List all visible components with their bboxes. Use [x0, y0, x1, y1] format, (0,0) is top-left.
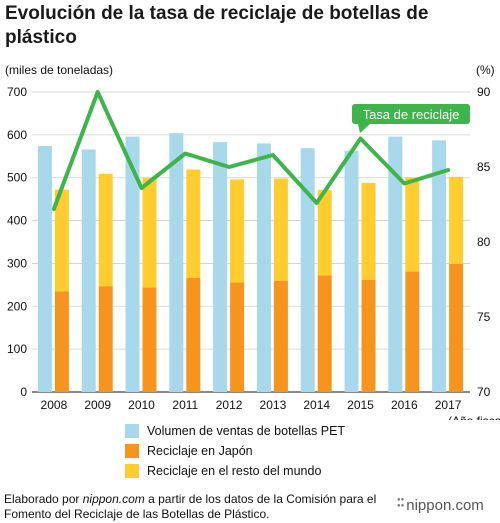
- bar-recycling-abroad: [54, 189, 69, 292]
- bar-recycling-japan: [449, 263, 464, 392]
- bar-recycling-japan: [273, 281, 288, 392]
- legend-swatch-abroad: [125, 464, 139, 478]
- left-tick-label: 400: [7, 214, 27, 228]
- x-tick-label: 2012: [216, 398, 243, 412]
- bar-recycling-abroad: [273, 178, 288, 281]
- bar-sales: [81, 149, 96, 392]
- left-tick-label: 300: [7, 256, 27, 270]
- brand-dots-icon: ●● ●●: [397, 497, 405, 509]
- bar-sales: [37, 146, 52, 392]
- legend-swatch-sales: [125, 424, 139, 438]
- left-tick-label: 700: [7, 85, 27, 99]
- x-tick-label: 2016: [391, 398, 418, 412]
- bar-sales: [344, 150, 359, 392]
- source-site: nippon.com: [82, 492, 145, 506]
- bar-sales: [432, 140, 447, 392]
- x-tick-label: 2008: [41, 398, 68, 412]
- bar-recycling-abroad: [98, 173, 113, 287]
- bar-recycling-abroad: [186, 169, 201, 278]
- rate-line: [51, 90, 451, 211]
- bar-sales: [125, 136, 140, 392]
- right-axis-unit: (%): [476, 63, 495, 77]
- bar-recycling-japan: [142, 287, 157, 392]
- brand-logo: ●● ●● nippon.com: [397, 497, 484, 514]
- legend-label-japan: Reciclaje en Japón: [147, 444, 253, 458]
- x-tick-label: 2009: [84, 398, 111, 412]
- x-tick-label: 2014: [303, 398, 330, 412]
- left-tick-label: 600: [7, 128, 27, 142]
- bar-recycling-japan: [54, 291, 69, 392]
- bar-recycling-japan: [186, 278, 201, 392]
- left-tick-label: 500: [7, 171, 27, 185]
- legend-label-sales: Volumen de ventas de botellas PET: [147, 424, 346, 438]
- bar-recycling-japan: [361, 279, 376, 392]
- left-tick-label: 0: [20, 385, 27, 399]
- right-tick-label: 90: [477, 85, 491, 99]
- bar-recycling-abroad: [317, 190, 332, 276]
- legend-swatch-japan: [125, 444, 139, 458]
- left-tick-label: 100: [7, 342, 27, 356]
- brand-name: nippon.com: [406, 497, 484, 514]
- source-note: Elaborado por nippon.com a partir de los…: [4, 492, 384, 522]
- left-axis-unit: (miles de toneladas): [5, 63, 114, 77]
- bar-sales: [388, 136, 403, 392]
- bar-recycling-japan: [317, 275, 332, 392]
- source-prefix: Elaborado por: [4, 492, 83, 506]
- legend-item-sales: Volumen de ventas de botellas PET: [125, 421, 345, 441]
- x-tick-label: 2013: [260, 398, 287, 412]
- bar-recycling-abroad: [405, 177, 420, 272]
- rate-callout-label: Tasa de reciclaje: [363, 107, 460, 122]
- x-tick-label: 2017: [435, 398, 462, 412]
- legend: Volumen de ventas de botellas PET Recicl…: [125, 421, 345, 481]
- bar-recycling-abroad: [449, 176, 464, 264]
- rate-callout: [352, 104, 470, 124]
- left-tick-label: 200: [7, 299, 27, 313]
- bar-recycling-abroad: [361, 182, 376, 280]
- bar-sales: [213, 142, 228, 392]
- bar-recycling-japan: [230, 282, 245, 392]
- bar-recycling-japan: [405, 271, 420, 392]
- x-tick-label: 2010: [128, 398, 155, 412]
- legend-label-abroad: Reciclaje en el resto del mundo: [147, 464, 322, 478]
- rate-callout-pointer: [358, 124, 370, 133]
- x-tick-label: 2011: [172, 398, 198, 412]
- bar-sales: [300, 148, 315, 392]
- chart-title: Evolución de la tasa de reciclaje de bot…: [5, 3, 429, 48]
- source-rest: a partir de los datos de la Comisión par…: [4, 492, 377, 521]
- bar-recycling-abroad: [230, 179, 245, 283]
- right-tick-label: 85: [477, 160, 491, 174]
- chart-canvas: 0 100 200 300 400 500 600 700 70 75 80 85 90 2008 2009…: [7, 85, 500, 420]
- right-tick-label: 70: [477, 385, 491, 399]
- right-tick-label: 80: [477, 235, 491, 249]
- legend-item-abroad: Reciclaje en el resto del mundo: [125, 461, 345, 481]
- bar-recycling-japan: [98, 286, 113, 392]
- x-tick-label: 2015: [347, 398, 374, 412]
- bar-sales: [256, 143, 271, 392]
- legend-item-japan: Reciclaje en Japón: [125, 441, 345, 461]
- right-tick-label: 75: [477, 310, 491, 324]
- bar-sales: [169, 133, 184, 392]
- bar-recycling-abroad: [142, 177, 157, 288]
- x-axis-label: (Año fiscal): [448, 414, 500, 420]
